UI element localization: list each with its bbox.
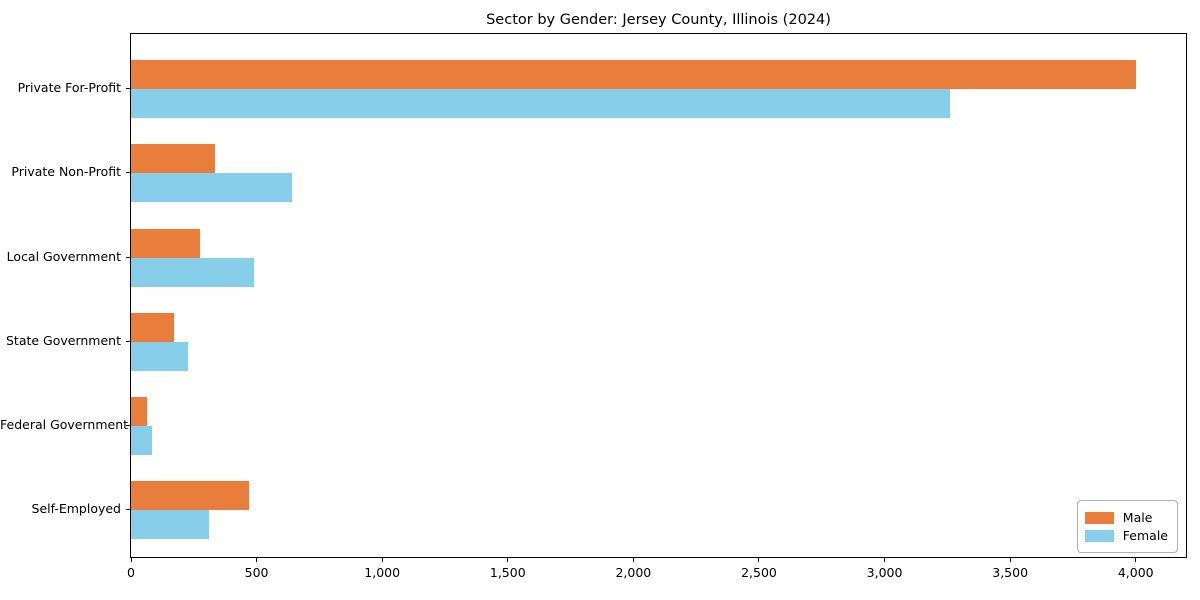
x-tick-label: 2,500	[741, 565, 777, 580]
x-tick-label: 0	[127, 565, 135, 580]
x-tick-mark	[256, 558, 258, 562]
x-tick-mark	[1135, 558, 1137, 562]
bar-female-4	[131, 341, 188, 371]
y-tick-mark	[126, 172, 130, 174]
legend-label-female: Female	[1122, 528, 1168, 543]
bar-female-1	[131, 89, 950, 119]
y-tick-label: State Government	[5, 332, 121, 348]
y-tick-mark	[126, 256, 130, 258]
x-tick-label: 2,000	[615, 565, 652, 580]
y-tick-label: Federal Government	[0, 417, 129, 433]
bar-female-3	[131, 257, 255, 287]
y-tick-label: Private Non-Profit	[11, 164, 121, 180]
y-tick-mark	[126, 340, 130, 342]
y-tick-mark	[126, 425, 130, 427]
x-tick-label: 4,000	[1117, 565, 1154, 580]
plot-area: Male Female	[130, 33, 1187, 558]
x-tick-label: 1,500	[489, 565, 526, 580]
x-tick-label: 500	[244, 565, 269, 580]
chart-title: Sector by Gender: Jersey County, Illinoi…	[486, 12, 831, 28]
legend-label-male: Male	[1122, 510, 1153, 525]
bar-male-4	[131, 312, 174, 342]
x-tick-label: 1,000	[364, 565, 401, 580]
x-tick-mark	[758, 558, 760, 562]
x-tick-mark	[130, 558, 132, 562]
y-tick-label: Local Government	[6, 248, 121, 264]
bar-male-2	[131, 144, 216, 174]
x-tick-label: 3,500	[992, 565, 1029, 580]
legend-swatch-male	[1084, 511, 1114, 524]
legend-item-female: Female	[1084, 528, 1168, 543]
x-tick-mark	[381, 558, 383, 562]
legend-item-male: Male	[1084, 510, 1168, 525]
x-tick-mark	[632, 558, 634, 562]
bar-male-1	[131, 60, 1136, 90]
legend: Male Female	[1076, 500, 1178, 553]
x-tick-mark	[1009, 558, 1011, 562]
bar-female-6	[131, 510, 209, 540]
bar-male-6	[131, 481, 250, 511]
y-tick-label: Self-Employed	[31, 501, 121, 517]
bar-male-3	[131, 228, 201, 258]
bar-female-5	[131, 426, 153, 456]
legend-swatch-female	[1084, 529, 1114, 542]
y-tick-mark	[126, 88, 130, 90]
x-tick-mark	[884, 558, 886, 562]
x-tick-label: 3,000	[866, 565, 903, 580]
bar-female-2	[131, 173, 292, 203]
x-tick-mark	[507, 558, 509, 562]
y-tick-mark	[126, 509, 130, 511]
y-tick-label: Private For-Profit	[17, 80, 121, 96]
bar-male-5	[131, 397, 148, 427]
